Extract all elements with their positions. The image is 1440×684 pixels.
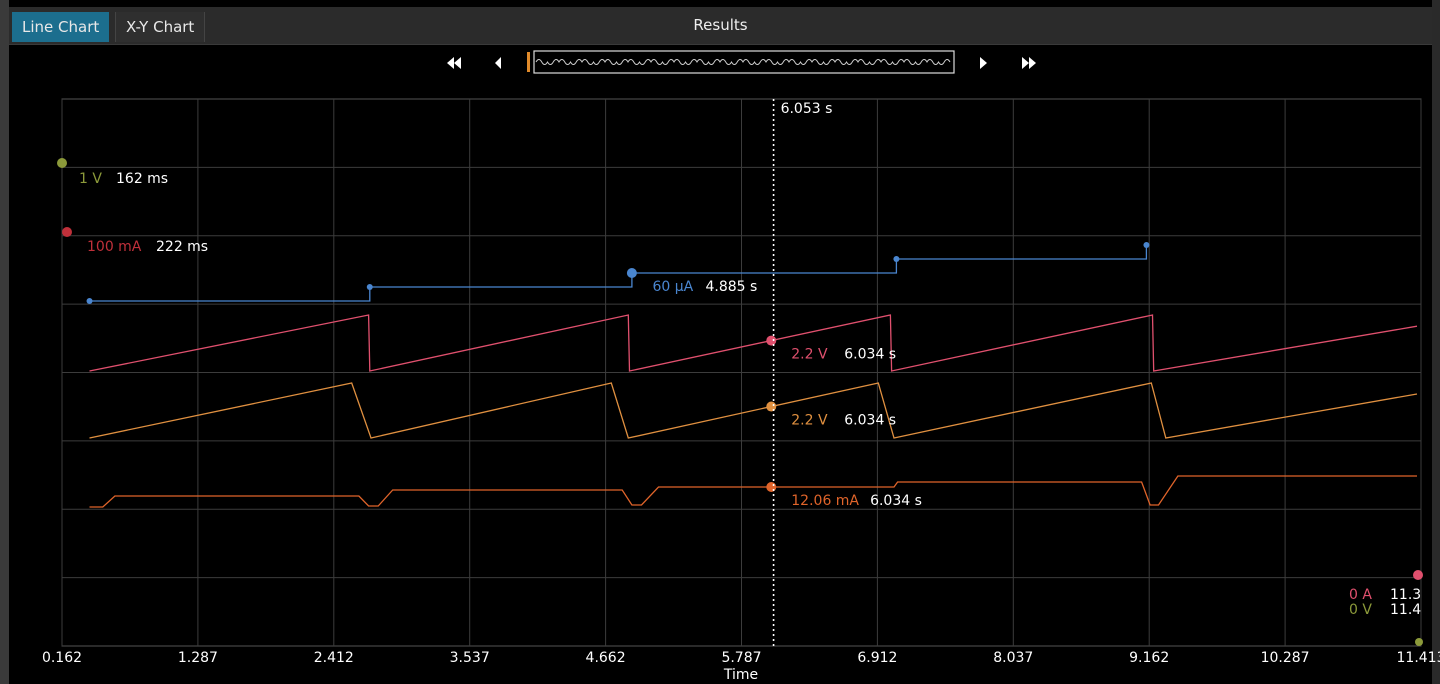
marker-100ma: 100 mA 222 ms <box>62 227 208 255</box>
rewind-fast-icon[interactable] <box>447 57 461 69</box>
marker-dot <box>57 158 67 168</box>
overview-start-handle[interactable] <box>527 52 530 72</box>
results-title: Results <box>693 16 748 34</box>
marker-0v: 0 V 11.4 <box>1349 602 1423 646</box>
top-bar: Results Line Chart X-Y Chart <box>9 7 1432 45</box>
readout-dot <box>766 401 777 412</box>
readout-time: 6.034 s <box>870 493 922 509</box>
overview-scrubber[interactable] <box>533 50 955 74</box>
series-2: 2.2 V 6.034 s <box>89 382 1418 439</box>
readout-value: 12.06 mA <box>791 493 859 509</box>
marker-time: 11.4 <box>1390 602 1421 618</box>
series-point <box>1143 242 1150 248</box>
tab-line-chart[interactable]: Line Chart <box>12 12 110 42</box>
marker-1v: 1 V 162 ms <box>57 158 168 187</box>
forward-fast-icon[interactable] <box>1022 57 1036 69</box>
marker-dot <box>62 227 72 237</box>
x-tick-label: 5.787 <box>721 650 761 666</box>
marker-dot <box>1413 570 1423 580</box>
marker-value: 0 V <box>1349 602 1372 618</box>
marker-time: 222 ms <box>156 239 208 255</box>
readout-dot <box>766 335 777 346</box>
series-layer: 60 µA 4.885 s2.2 V 6.034 s2.2 V 6.034 s12.0… <box>86 242 1418 509</box>
series-line <box>89 382 1418 439</box>
x-tick-label: 11.413 <box>1397 650 1440 666</box>
x-axis-label: Time <box>723 667 758 683</box>
x-ticks: 0.162 1.287 2.412 3.537 4.662 5.787 6.912 8.037… <box>42 650 1440 666</box>
series-point <box>86 298 93 304</box>
readout-dot <box>766 482 777 492</box>
series-line <box>89 314 1418 372</box>
series-1: 2.2 V 6.034 s <box>89 314 1418 372</box>
cursor-label: 6.053 s <box>781 101 833 117</box>
series-point <box>626 268 637 278</box>
marker-0a: 0 A 11.3 <box>1349 570 1423 603</box>
series-3: 12.06 mA 6.034 s <box>89 475 1417 509</box>
plot-grid <box>61 98 1422 647</box>
cursor[interactable]: 6.053 s <box>772 99 833 646</box>
series-line <box>89 475 1417 508</box>
x-tick-label: 9.162 <box>1129 650 1169 666</box>
marker-time: 162 ms <box>116 171 168 187</box>
readout-value: 2.2 V <box>791 413 828 429</box>
right-edge <box>1432 0 1440 684</box>
x-tick-label: 6.912 <box>857 650 897 666</box>
navigator <box>447 50 1036 74</box>
readout-value: 60 µA <box>652 279 693 295</box>
tab-xy-chart[interactable]: X-Y Chart <box>115 12 206 42</box>
x-tick-label: 10.287 <box>1261 650 1310 666</box>
x-tick-label: 4.662 <box>586 650 626 666</box>
series-point <box>893 256 900 262</box>
axis-markers: 1 V 162 ms 100 mA 222 ms 0 A 11.3 0 V 11.4 <box>57 158 1423 646</box>
step-forward-icon[interactable] <box>980 57 987 69</box>
series-0: 60 µA 4.885 s <box>86 242 1150 304</box>
x-tick-label: 2.412 <box>314 650 354 666</box>
x-tick-label: 3.537 <box>450 650 490 666</box>
step-back-icon[interactable] <box>495 57 501 69</box>
series-line <box>89 245 1148 302</box>
x-tick-label: 8.037 <box>993 650 1033 666</box>
x-tick-label: 0.162 <box>42 650 82 666</box>
marker-value: 1 V <box>79 171 102 187</box>
readout-time: 4.885 s <box>705 279 757 295</box>
marker-value: 0 A <box>1349 587 1372 603</box>
series-point <box>366 284 373 290</box>
readout-time: 6.034 s <box>844 347 896 363</box>
readout-value: 2.2 V <box>791 347 828 363</box>
overview-wave <box>535 59 951 65</box>
marker-time: 11.3 <box>1390 587 1421 603</box>
marker-value: 100 mA <box>87 239 142 255</box>
marker-dot <box>1415 638 1423 646</box>
readout-time: 6.034 s <box>844 413 896 429</box>
left-edge <box>0 0 9 684</box>
x-tick-label: 1.287 <box>178 650 218 666</box>
